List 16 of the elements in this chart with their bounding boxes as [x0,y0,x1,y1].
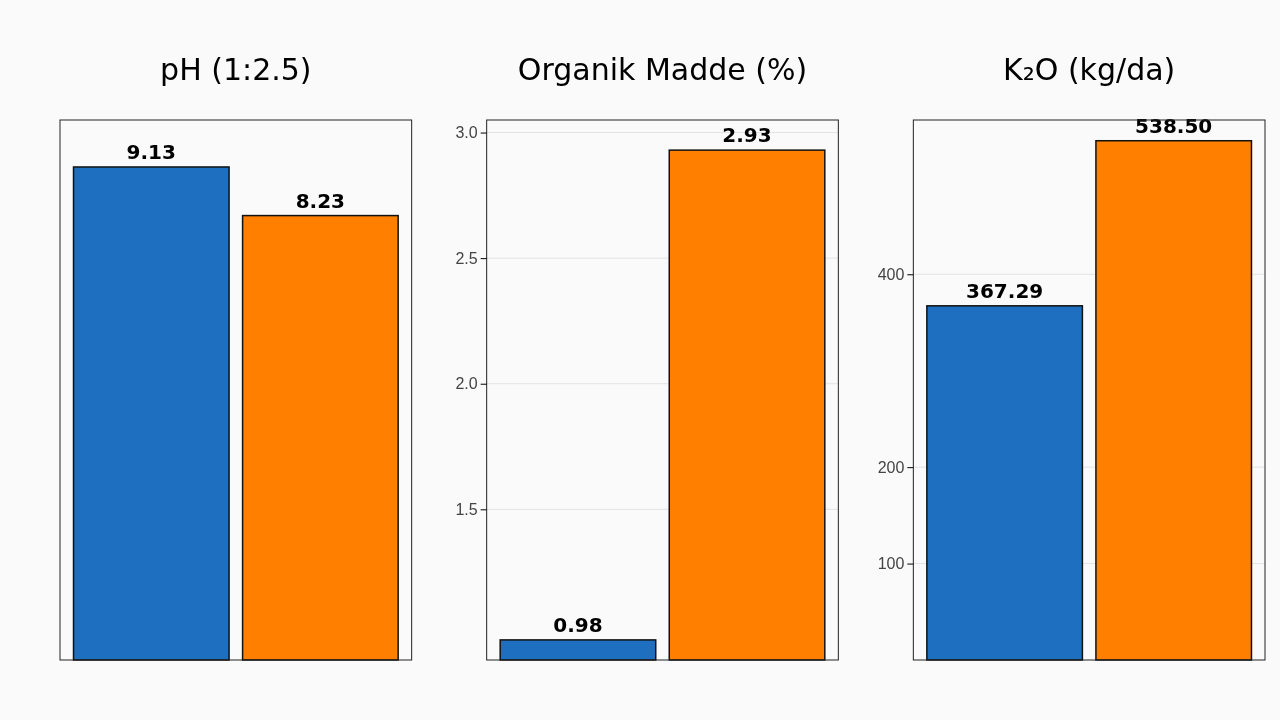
data-label: 367.29 [966,278,1044,303]
y-tick-label: 400 [877,265,905,283]
y-tick-label: 100 [877,555,905,573]
data-label: 2.93 [722,123,772,148]
chart-title: K₂O (kg/da) [1003,52,1176,87]
y-tick-label: 200 [877,458,905,476]
y-tick-label: 3.0 [455,124,478,142]
data-label: 538.50 [1135,113,1213,138]
y-tick-label: 2.0 [455,375,478,393]
data-label: 9.13 [126,139,176,164]
data-label: 8.23 [295,188,346,213]
data-label: 0.98 [553,612,603,637]
chart-title: pH (1:2.5) [160,52,312,87]
y-tick-label: 2.5 [455,249,478,267]
y-tick-label: 1.5 [455,500,478,518]
chart-title: Organik Madde (%) [517,52,808,87]
